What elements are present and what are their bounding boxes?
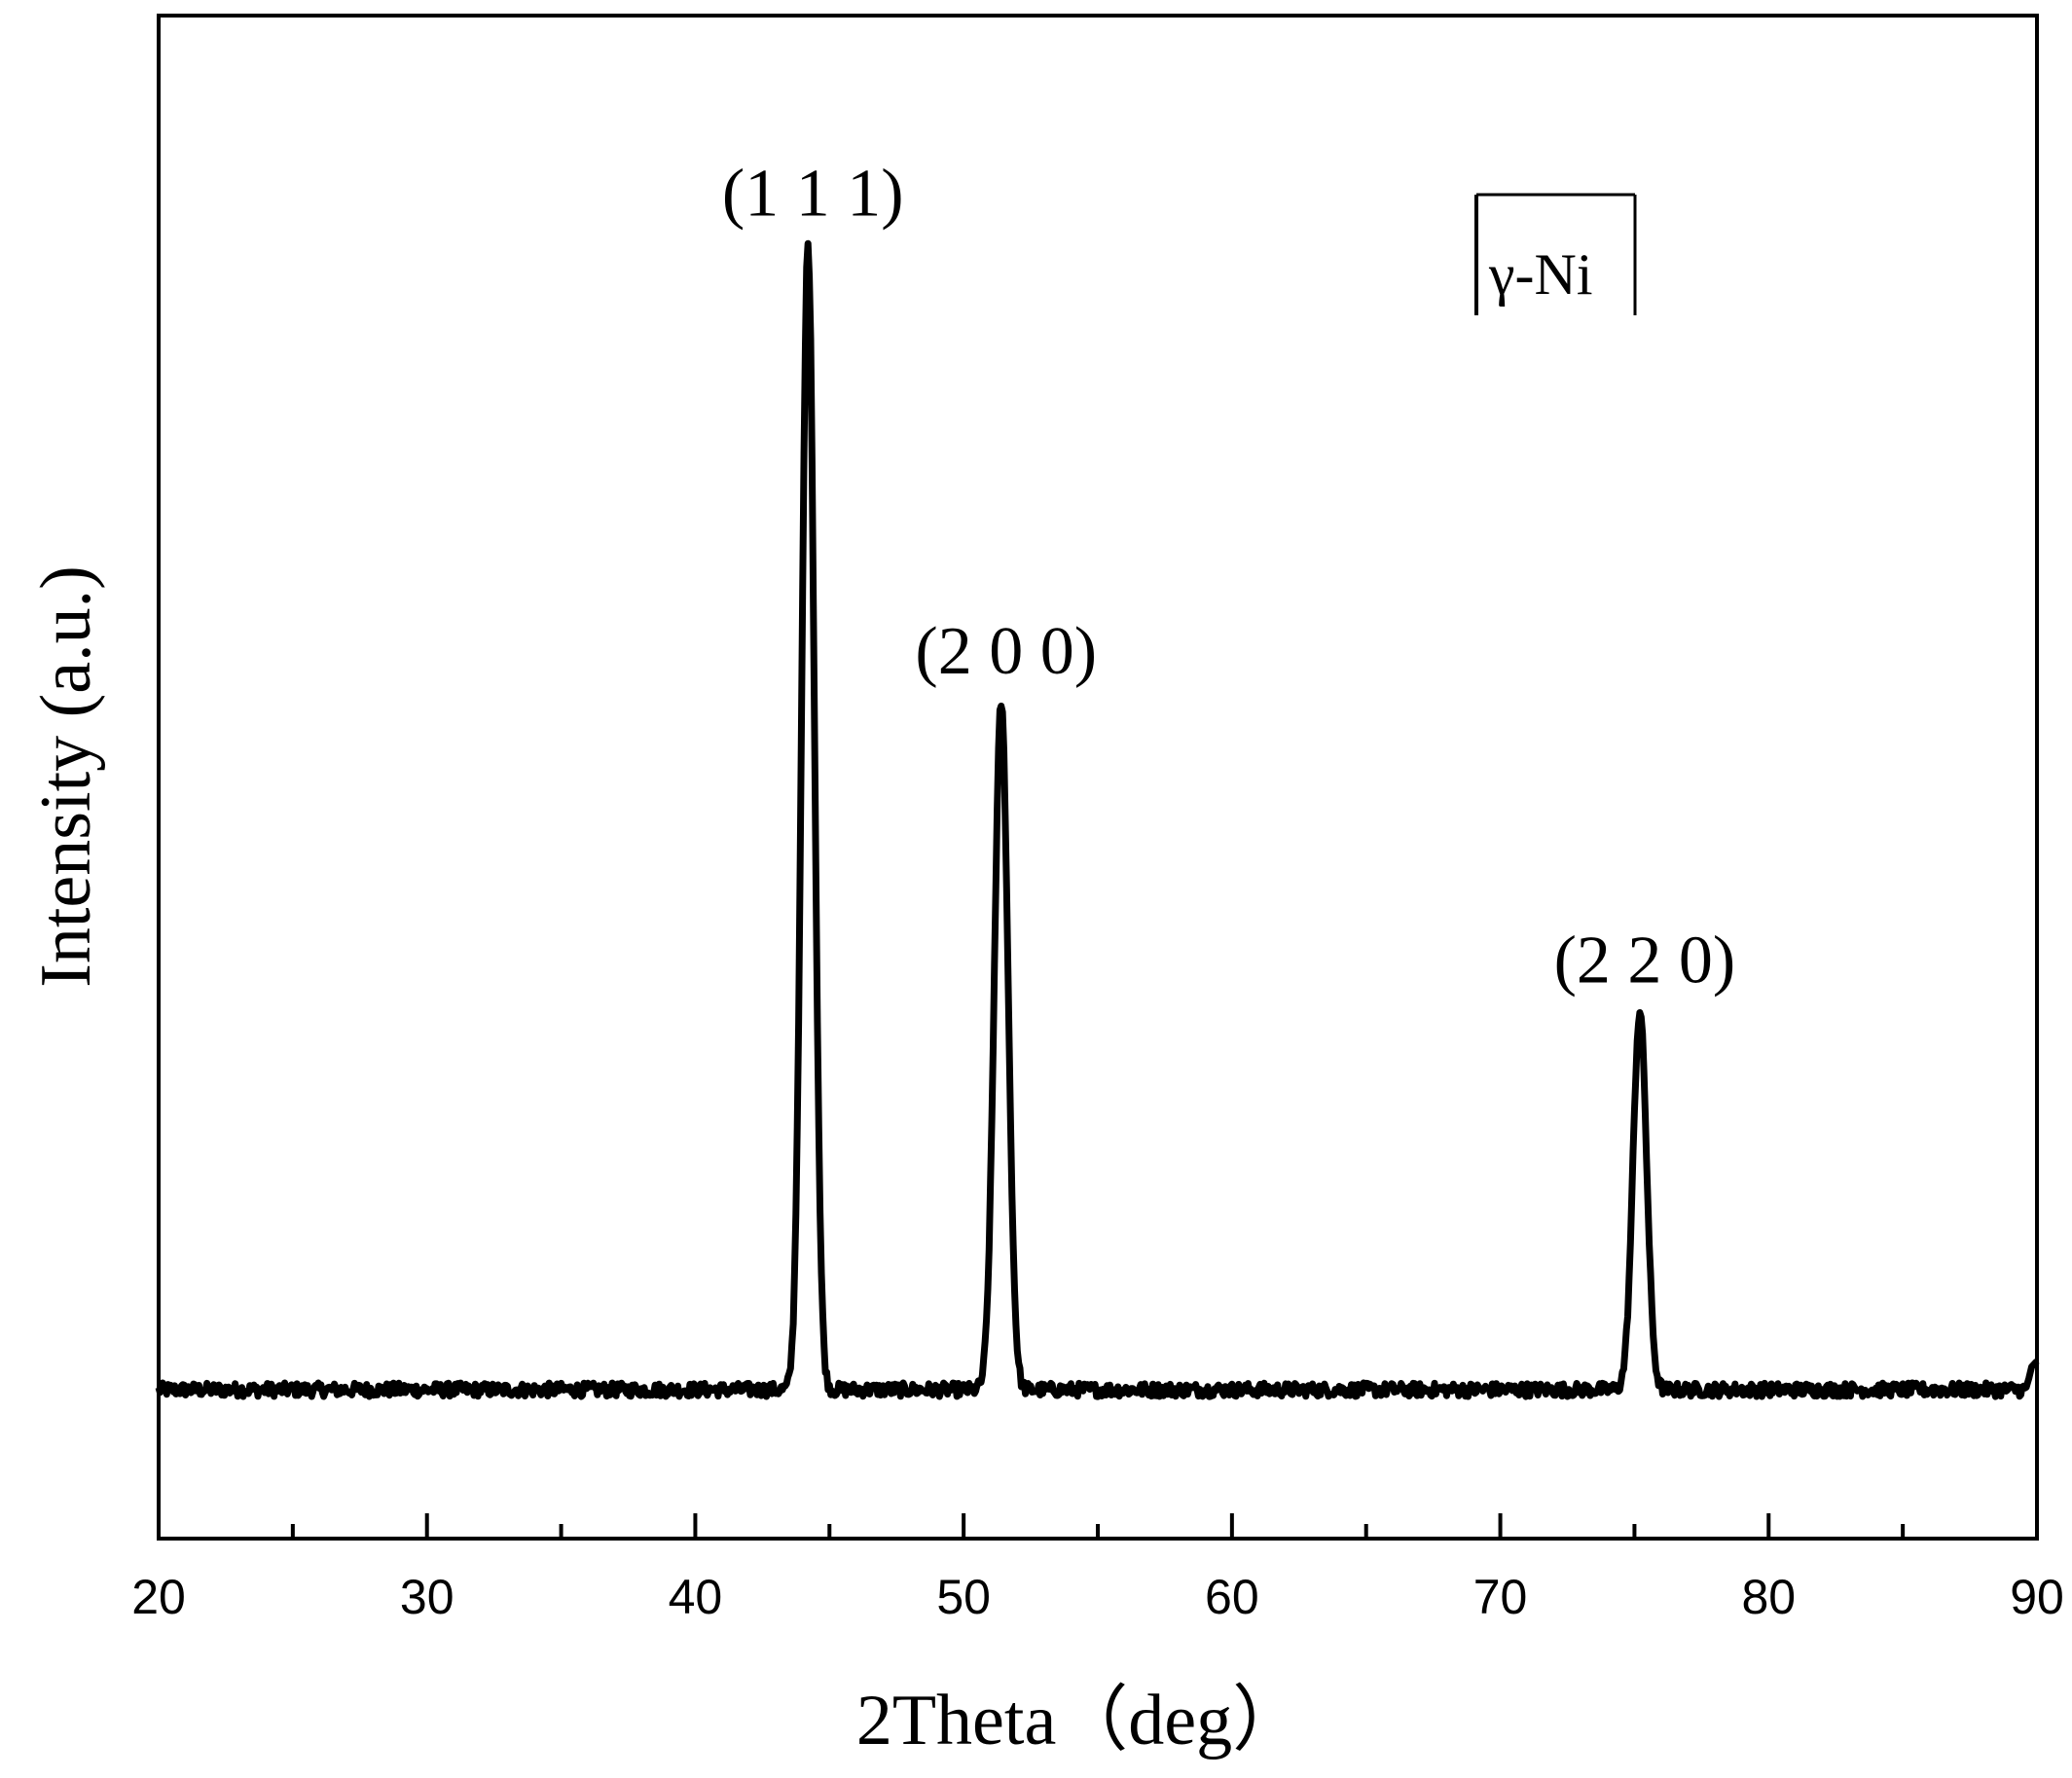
x-tick-label: 70: [1473, 1570, 1528, 1624]
y-axis-title: Intensity (a.u.): [26, 565, 106, 988]
x-tick-label: 50: [936, 1570, 991, 1624]
x-axis: 20 30 40 50 60 70 80 90: [131, 1513, 2064, 1624]
peak-label: (1 1 1): [722, 156, 904, 231]
x-tick-label: 40: [669, 1570, 723, 1624]
xrd-series-line: [155, 239, 2040, 1400]
x-tick-label: 80: [1741, 1570, 1796, 1624]
x-tick-label: 20: [131, 1570, 186, 1624]
x-tick-label: 90: [2010, 1570, 2064, 1624]
plot-frame: [157, 14, 2039, 1541]
x-tick-label: 60: [1205, 1570, 1259, 1624]
plot-area: [155, 239, 2040, 1400]
legend: γ-Ni: [1474, 193, 1637, 315]
peak-labels: (1 1 1) (2 0 0) (2 2 0): [722, 156, 1735, 998]
peak-label: (2 0 0): [915, 614, 1097, 689]
legend-label: γ-Ni: [1488, 242, 1593, 307]
peak-label: (2 2 0): [1554, 924, 1736, 998]
x-axis-title: 2Theta（deg）: [856, 1681, 1304, 1760]
x-tick-label: 30: [400, 1570, 454, 1624]
